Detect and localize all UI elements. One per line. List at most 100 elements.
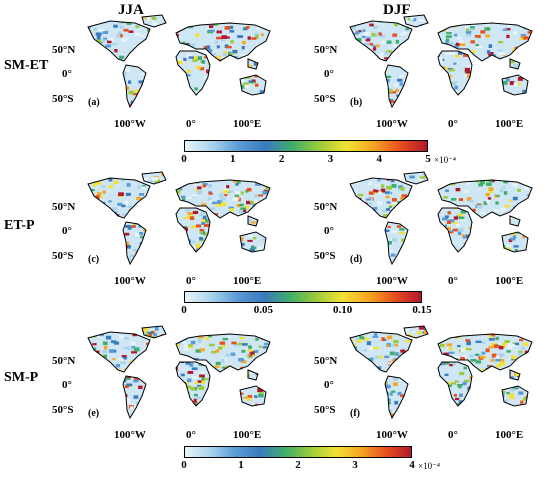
lon-label: 0° — [186, 429, 196, 441]
coastline — [239, 231, 267, 253]
map-panel-f: (f) — [342, 325, 540, 426]
map-panel-e: (e) — [80, 325, 278, 426]
coastline — [175, 361, 211, 407]
lon-label: 100°W — [114, 118, 146, 130]
coastline — [239, 74, 267, 96]
panel-label: (f) — [350, 408, 360, 419]
lon-label: 100°E — [495, 429, 524, 441]
lat-label: 50°S — [314, 404, 336, 416]
colorbar-tick-label: 0 — [181, 304, 187, 316]
lat-label: 0° — [62, 68, 72, 80]
coastline — [141, 171, 167, 185]
coastline — [437, 333, 533, 373]
coastline — [509, 369, 521, 381]
lat-label: 0° — [324, 379, 334, 391]
coastline — [437, 179, 533, 219]
coastline — [122, 64, 147, 109]
coastline — [122, 375, 147, 420]
coastline — [403, 171, 429, 185]
lat-label: 0° — [324, 68, 334, 80]
coastline — [239, 385, 267, 407]
coastline — [384, 375, 409, 420]
lat-label: 50°N — [52, 44, 76, 56]
colorbar-tick-label: 0 — [181, 153, 187, 165]
coastline — [501, 231, 529, 253]
coastline — [437, 207, 473, 253]
lat-label: 50°N — [314, 201, 338, 213]
lon-label: 100°E — [495, 275, 524, 287]
lon-label: 100°W — [114, 275, 146, 287]
coastline — [384, 64, 409, 109]
colorbar-tick-label: 2 — [295, 459, 301, 471]
coastline — [437, 361, 473, 407]
colorbar-tick-label: 3 — [352, 459, 358, 471]
coastline — [384, 221, 409, 266]
panel-label: (a) — [88, 97, 100, 108]
map-panel-c: (c) — [80, 171, 278, 272]
panel-label: (c) — [88, 254, 100, 265]
coastline — [501, 385, 529, 407]
row-title-et-p: ET-P — [4, 218, 35, 233]
lon-label: 0° — [448, 275, 458, 287]
coastline — [175, 22, 271, 62]
panel-label: (b) — [350, 97, 363, 108]
coastline — [122, 221, 147, 266]
map-panel-b: (b) — [342, 14, 540, 115]
coastline — [349, 331, 413, 373]
colorbar-sm-p — [184, 446, 412, 458]
coastline — [247, 58, 259, 70]
lat-label: 50°N — [52, 355, 76, 367]
coastline — [403, 14, 429, 28]
world-map — [87, 14, 271, 109]
panel-label: (d) — [350, 254, 363, 265]
coastline — [247, 215, 259, 227]
column-title-jja: JJA — [118, 2, 144, 18]
colorbar-tick-label: 4 — [376, 153, 382, 165]
lon-label: 0° — [186, 118, 196, 130]
coastline — [509, 215, 521, 227]
row-title-sm-et: SM-ET — [4, 58, 49, 73]
colorbar-tick-label: 0 — [181, 459, 187, 471]
coastline — [141, 325, 167, 339]
lon-label: 100°E — [495, 118, 524, 130]
coastline — [247, 369, 259, 381]
lat-label: 50°S — [314, 93, 336, 105]
colorbar-exponent: ×10⁻⁴ — [434, 155, 456, 165]
lon-label: 0° — [448, 429, 458, 441]
colorbar-tick-label: 2 — [278, 153, 285, 165]
coastline — [175, 207, 211, 253]
lon-label: 100°W — [114, 429, 146, 441]
colorbar-tick-label: 0.15 — [412, 304, 432, 316]
world-map — [349, 14, 533, 109]
colorbar-tick-label: 5 — [425, 153, 431, 165]
map-panel-a: (a) — [80, 14, 278, 115]
coastline — [87, 20, 151, 62]
coastline — [437, 50, 473, 96]
column-title-djf: DJF — [383, 2, 411, 18]
world-map — [349, 171, 533, 266]
lat-label: 0° — [62, 225, 72, 237]
coastline — [509, 58, 521, 70]
coastline — [87, 331, 151, 373]
lon-label: 100°E — [233, 275, 262, 287]
colorbar-tick-label: 0.10 — [333, 304, 353, 316]
coastline — [437, 22, 533, 62]
lat-label: 0° — [324, 225, 334, 237]
lon-label: 100°W — [376, 429, 408, 441]
colorbar-sm-et — [184, 140, 428, 152]
lat-label: 50°S — [314, 250, 336, 262]
lon-label: 0° — [186, 275, 196, 287]
world-map — [349, 325, 533, 420]
colorbar-exponent: ×10⁻⁴ — [418, 461, 440, 471]
coastline — [175, 333, 271, 373]
coastline — [349, 20, 413, 62]
lon-label: 0° — [448, 118, 458, 130]
coastline — [349, 177, 413, 219]
world-map — [87, 171, 271, 266]
lon-label: 100°W — [376, 118, 408, 130]
lat-label: 50°N — [314, 355, 338, 367]
colorbar-tick-label: 1 — [238, 459, 244, 471]
coastline — [175, 50, 211, 96]
colorbar-tick-label: 1 — [230, 153, 236, 165]
row-title-sm-p: SM-P — [4, 370, 39, 385]
